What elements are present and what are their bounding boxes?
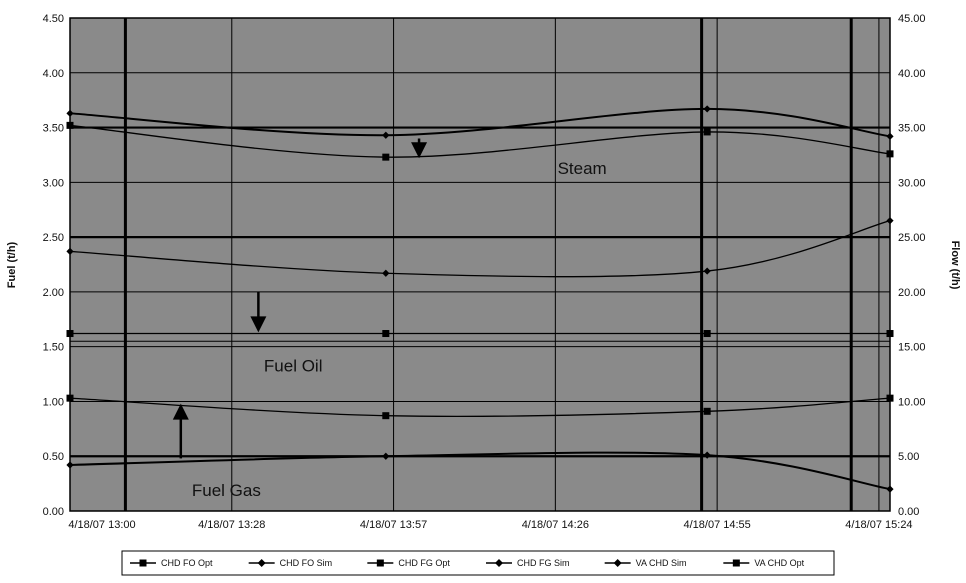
arrow-head — [411, 142, 428, 159]
arrow-head — [250, 316, 267, 333]
arrow-head — [172, 403, 189, 420]
y2-tick-label: 45.00 — [898, 13, 926, 25]
y-tick-label: 0.50 — [43, 451, 64, 463]
plot-border — [69, 17, 891, 512]
data-point — [382, 269, 390, 277]
data-point — [703, 105, 711, 113]
data-point — [703, 330, 711, 338]
series-line — [69, 220, 891, 278]
data-point — [703, 267, 711, 275]
y-tick-label: 3.50 — [43, 123, 64, 135]
y-tick-label: 1.50 — [43, 342, 64, 354]
y2-tick-label: 35.00 — [898, 123, 926, 135]
legend-label: CHD FO Sim — [280, 558, 333, 568]
y2-tick-label: 10.00 — [898, 396, 926, 408]
y-tick-label: 1.00 — [43, 396, 64, 408]
data-point — [382, 452, 390, 460]
y2-tick-label: 0.00 — [898, 506, 919, 518]
legend-label: CHD FO Opt — [161, 558, 213, 568]
y-tick-label: 2.00 — [43, 287, 64, 299]
legend-box — [121, 550, 835, 576]
legend-marker — [732, 559, 740, 567]
series-line — [69, 397, 891, 418]
series-line — [69, 107, 891, 138]
data-point — [382, 330, 390, 338]
data-point — [703, 128, 711, 136]
data-point — [703, 407, 711, 415]
legend: CHD FO Opt CHD FO Sim CHD FG Opt CHD FG Sim… — [121, 550, 835, 576]
data-point — [382, 131, 390, 139]
y-tick-label: 4.50 — [43, 13, 64, 25]
legend-marker — [257, 559, 266, 567]
legend-label: VA CHD Sim — [636, 558, 687, 568]
x-tick-label: 4/18/07 13:57 — [360, 519, 427, 531]
y-tick-label: 0.00 — [43, 506, 64, 518]
annotation-label: Fuel Gas — [192, 481, 261, 500]
x-tick-label: 4/18/07 14:55 — [683, 519, 750, 531]
plot-area — [70, 18, 890, 511]
legend-label: CHD FG Sim — [517, 558, 570, 568]
annotation-label: Fuel Oil — [264, 356, 323, 375]
legend-marker — [376, 559, 384, 567]
data-point — [382, 412, 390, 420]
y2-tick-label: 25.00 — [898, 232, 926, 244]
y-tick-label: 2.50 — [43, 232, 64, 244]
x-tick-label: 4/18/07 14:26 — [522, 519, 589, 531]
y2-tick-label: 5.00 — [898, 451, 919, 463]
x-tick-label: 4/18/07 15:24 — [845, 519, 912, 531]
legend-label: CHD FG Opt — [398, 558, 450, 568]
y2-axis-title: Flow (t/h) — [949, 241, 961, 290]
annotation-label: Steam — [558, 159, 607, 178]
y-axis-title: Fuel (t/h) — [6, 241, 18, 288]
y-tick-label: 4.00 — [43, 68, 64, 80]
data-point — [703, 451, 711, 459]
series-line — [69, 451, 891, 491]
y-tick-label: 3.00 — [43, 177, 64, 189]
legend-marker — [495, 559, 503, 567]
y2-tick-label: 20.00 — [898, 287, 926, 299]
y2-tick-label: 15.00 — [898, 342, 926, 354]
legend-marker — [613, 559, 622, 567]
x-tick-label: 4/18/07 13:00 — [68, 519, 135, 531]
series-line — [69, 124, 891, 158]
y2-tick-label: 30.00 — [898, 177, 926, 189]
data-point — [382, 153, 390, 161]
legend-label: VA CHD Opt — [754, 558, 804, 568]
x-tick-label: 4/18/07 13:28 — [198, 519, 265, 531]
legend-marker — [139, 559, 147, 567]
y2-tick-label: 40.00 — [898, 68, 926, 80]
